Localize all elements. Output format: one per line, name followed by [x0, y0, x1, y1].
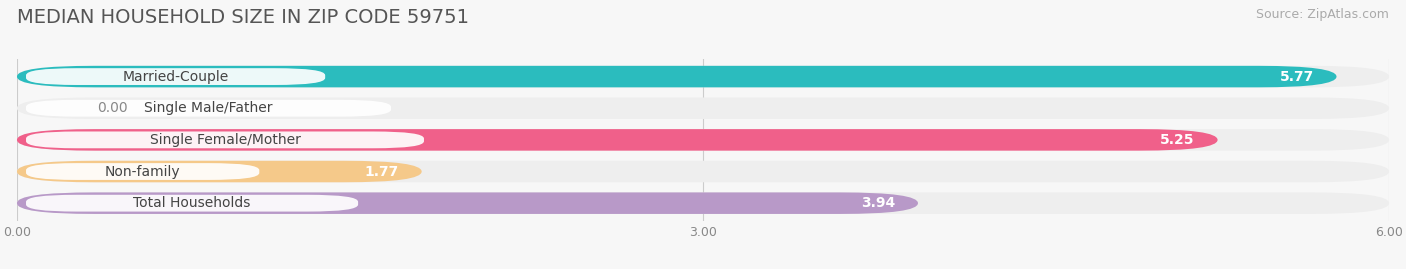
- FancyBboxPatch shape: [27, 132, 425, 148]
- Text: 5.25: 5.25: [1160, 133, 1195, 147]
- FancyBboxPatch shape: [27, 68, 325, 85]
- FancyBboxPatch shape: [27, 163, 259, 180]
- FancyBboxPatch shape: [27, 100, 391, 117]
- FancyBboxPatch shape: [17, 66, 1389, 87]
- Text: Married-Couple: Married-Couple: [122, 70, 229, 84]
- Text: MEDIAN HOUSEHOLD SIZE IN ZIP CODE 59751: MEDIAN HOUSEHOLD SIZE IN ZIP CODE 59751: [17, 8, 468, 27]
- FancyBboxPatch shape: [17, 129, 1389, 151]
- Text: 0.00: 0.00: [97, 101, 128, 115]
- Text: Total Households: Total Households: [134, 196, 250, 210]
- FancyBboxPatch shape: [17, 161, 1389, 182]
- FancyBboxPatch shape: [17, 192, 1389, 214]
- Text: Single Female/Mother: Single Female/Mother: [149, 133, 301, 147]
- FancyBboxPatch shape: [17, 161, 422, 182]
- Text: 3.94: 3.94: [860, 196, 896, 210]
- Text: Non-family: Non-family: [105, 165, 180, 179]
- FancyBboxPatch shape: [17, 129, 1218, 151]
- Text: Source: ZipAtlas.com: Source: ZipAtlas.com: [1256, 8, 1389, 21]
- Text: 5.77: 5.77: [1279, 70, 1313, 84]
- FancyBboxPatch shape: [17, 97, 1389, 119]
- FancyBboxPatch shape: [27, 195, 359, 211]
- FancyBboxPatch shape: [17, 66, 1337, 87]
- FancyBboxPatch shape: [17, 192, 918, 214]
- Text: Single Male/Father: Single Male/Father: [145, 101, 273, 115]
- Text: 1.77: 1.77: [364, 165, 399, 179]
